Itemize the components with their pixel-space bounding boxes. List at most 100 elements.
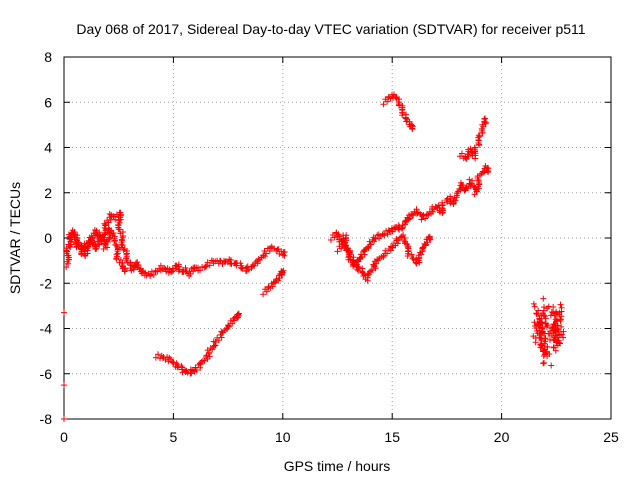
data-point — [425, 212, 432, 218]
y-tick-label: -8 — [40, 411, 53, 427]
data-point — [551, 327, 558, 334]
data-point — [389, 244, 396, 251]
data-point — [355, 267, 362, 274]
series-negative-arc-4-8h — [152, 310, 242, 377]
data-points — [61, 91, 567, 422]
series-rising-tail-18-19h — [457, 115, 489, 162]
data-point — [541, 359, 548, 366]
data-point — [154, 268, 161, 275]
data-point — [61, 309, 67, 316]
data-point — [546, 351, 553, 358]
data-point — [414, 210, 421, 217]
data-point — [91, 226, 98, 233]
data-point — [413, 206, 420, 213]
data-point — [380, 254, 387, 261]
data-point — [558, 304, 565, 311]
data-point — [116, 226, 123, 233]
data-point — [254, 260, 261, 267]
data-point — [104, 239, 111, 246]
data-point — [399, 110, 406, 117]
data-point — [474, 174, 481, 181]
data-point — [78, 251, 85, 258]
data-point — [558, 323, 565, 330]
data-point — [117, 214, 124, 221]
data-point — [391, 91, 397, 98]
data-point — [188, 370, 195, 377]
data-point — [548, 308, 555, 315]
data-point — [331, 234, 338, 241]
y-axis-label: SDTVAR / TECUs — [7, 182, 23, 294]
data-point — [531, 303, 538, 310]
data-point — [249, 261, 256, 268]
data-point — [551, 336, 558, 343]
data-point — [234, 311, 241, 318]
data-point — [427, 236, 434, 243]
data-point — [541, 313, 548, 320]
data-point — [554, 317, 561, 324]
data-point — [65, 260, 72, 267]
data-point — [552, 347, 559, 354]
data-point — [540, 295, 547, 302]
data-point — [556, 340, 563, 347]
data-point — [184, 369, 191, 376]
data-point — [147, 273, 154, 280]
data-point — [536, 325, 543, 332]
chart-title: Day 068 of 2017, Sidereal Day-to-day VTE… — [76, 21, 585, 37]
x-tick-label: 10 — [275, 429, 291, 445]
data-point — [409, 126, 416, 133]
data-point — [555, 337, 562, 344]
data-point — [484, 165, 491, 172]
data-point — [238, 262, 245, 269]
data-point — [405, 216, 412, 223]
data-point — [117, 256, 124, 263]
data-point — [554, 334, 561, 341]
data-point — [557, 316, 564, 323]
data-point — [484, 169, 491, 176]
data-point — [278, 268, 285, 275]
data-point — [263, 250, 270, 257]
data-point — [206, 262, 213, 269]
y-tick-label: -4 — [40, 321, 53, 337]
data-point — [334, 248, 341, 255]
data-point — [365, 271, 372, 278]
data-point — [418, 251, 425, 258]
data-point — [416, 254, 423, 261]
data-point — [475, 132, 482, 139]
data-point — [415, 257, 422, 264]
series-short-segment-9-10h — [260, 267, 287, 298]
data-point — [461, 187, 468, 194]
data-point — [387, 243, 394, 250]
data-point — [201, 357, 208, 364]
data-point — [193, 367, 200, 374]
data-point — [338, 245, 345, 252]
data-point — [118, 239, 125, 246]
data-point — [61, 382, 67, 389]
data-point — [540, 360, 547, 367]
data-point — [260, 291, 267, 298]
data-point — [540, 312, 547, 319]
data-point — [473, 188, 480, 195]
data-point — [86, 238, 93, 245]
data-point — [542, 338, 549, 345]
data-point — [120, 247, 127, 254]
series-evening-lower-loops-12-17h — [334, 232, 434, 284]
data-point — [384, 250, 391, 257]
data-point — [187, 366, 194, 373]
data-point — [255, 255, 262, 262]
data-point — [554, 322, 561, 329]
data-point — [215, 337, 222, 344]
data-point — [459, 182, 466, 189]
data-point — [63, 247, 70, 254]
data-point — [117, 230, 124, 237]
data-point — [152, 354, 159, 361]
data-point — [112, 216, 119, 223]
data-point — [72, 231, 79, 238]
data-point — [239, 265, 246, 272]
data-point — [557, 301, 564, 308]
data-point — [552, 316, 559, 323]
data-point — [275, 277, 282, 284]
data-point — [545, 330, 552, 337]
data-point — [548, 362, 555, 369]
data-point — [269, 283, 276, 290]
